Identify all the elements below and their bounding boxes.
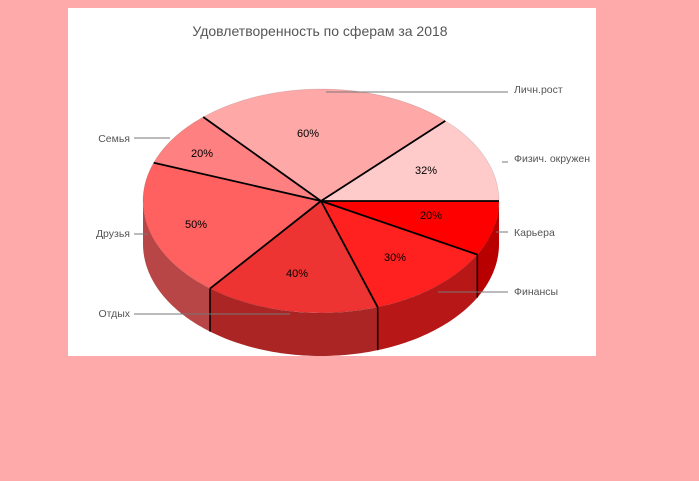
category-label-2: Финансы	[514, 286, 558, 298]
slice-divider-5	[153, 161, 322, 202]
data-label-3: 40%	[286, 268, 308, 280]
category-label-7: Физич. окружен	[514, 153, 590, 165]
data-label-4: 50%	[185, 219, 207, 231]
category-label-6: Личн.рост	[514, 84, 563, 96]
pie-chart: Удовлетворенность по сферам за 2018 20% К…	[96, 23, 590, 356]
chart-title: Удовлетворенность по сферам за 2018	[192, 23, 447, 39]
category-label-5: Семья	[98, 133, 130, 145]
pie-side-layer	[143, 201, 499, 356]
slice-divider-6	[202, 116, 322, 202]
slice-divider-2	[320, 200, 478, 256]
category-label-3: Отдых	[98, 308, 130, 320]
slice-4	[142, 162, 321, 289]
slice-6	[203, 89, 446, 201]
leader-lines	[134, 91, 508, 315]
slice-2	[321, 201, 478, 308]
pie-rim	[142, 88, 500, 314]
slice-divider-4	[209, 200, 322, 290]
slice-7	[321, 120, 499, 201]
slice-divider-7	[320, 120, 446, 202]
slice-side-3	[210, 288, 378, 356]
slice-side-1	[477, 201, 499, 298]
slice-1	[321, 201, 499, 255]
data-label-7: 32%	[415, 165, 437, 177]
data-label-6: 60%	[297, 128, 319, 140]
slice-divider-lines	[142, 88, 500, 351]
slice-side-2	[377, 254, 478, 351]
category-label-4: Друзья	[96, 228, 130, 240]
category-label-1: Карьера	[514, 227, 555, 239]
slice-5	[153, 117, 321, 201]
data-label-1: 20%	[420, 210, 442, 222]
data-label-2: 30%	[384, 252, 406, 264]
slice-divider-3	[320, 200, 379, 308]
data-label-5: 20%	[191, 148, 213, 160]
slice-side-4	[143, 201, 211, 332]
labels: 20% Карьера 30% Финансы 40% Отдых 50% Друзья 20%…	[96, 84, 590, 320]
chart-panel: Удовлетворенность по сферам за 2018 20% К…	[68, 8, 596, 356]
